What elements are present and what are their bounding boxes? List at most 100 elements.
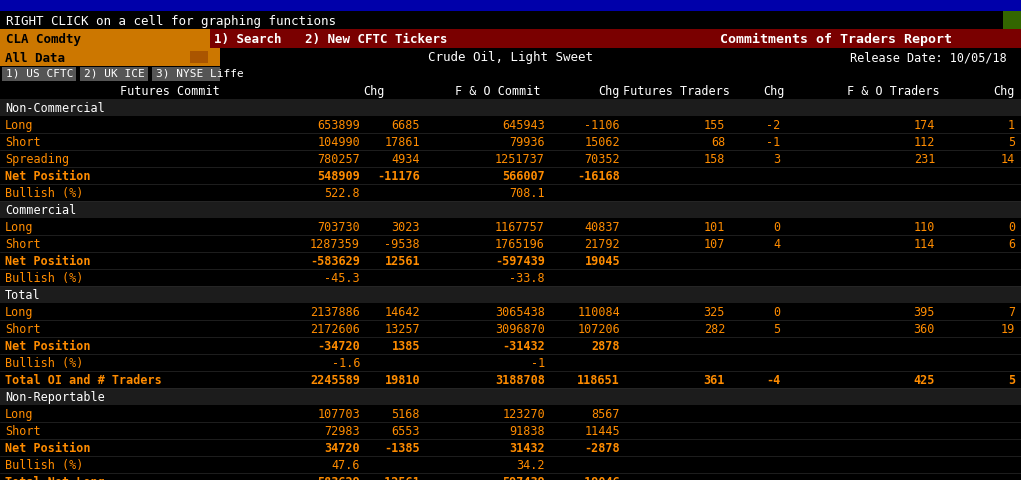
Text: 231: 231	[914, 153, 935, 166]
Bar	[0, 269, 1021, 287]
Text: Chg: Chg	[363, 85, 385, 98]
Text: All Data: All Data	[5, 51, 65, 64]
Text: Non-Reportable: Non-Reportable	[5, 390, 105, 403]
Text: 1287359: 1287359	[310, 238, 360, 251]
Text: -45.3: -45.3	[325, 271, 360, 285]
Text: 780257: 780257	[318, 153, 360, 166]
Text: -11176: -11176	[377, 169, 420, 182]
Text: 5: 5	[1008, 136, 1015, 149]
Text: 158: 158	[703, 153, 725, 166]
Bar	[0, 185, 1021, 202]
Text: 5168: 5168	[391, 407, 420, 420]
Text: Long: Long	[5, 407, 34, 420]
Text: 0: 0	[1008, 220, 1015, 233]
Bar	[152, 68, 220, 82]
Text: 3) NYSE Liffe: 3) NYSE Liffe	[156, 69, 244, 79]
Text: 114: 114	[914, 238, 935, 251]
Bar	[0, 0, 1021, 12]
Text: -9538: -9538	[384, 238, 420, 251]
Bar	[0, 439, 1021, 456]
Text: 107703: 107703	[318, 407, 360, 420]
Text: 1) US CFTC: 1) US CFTC	[6, 69, 74, 79]
Text: 6553: 6553	[391, 424, 420, 437]
Bar	[0, 320, 1021, 337]
Text: 21792: 21792	[584, 238, 620, 251]
Text: 1251737: 1251737	[495, 153, 545, 166]
Text: 4934: 4934	[391, 153, 420, 166]
Text: 3: 3	[773, 153, 780, 166]
Text: Release Date: 10/05/18: Release Date: 10/05/18	[850, 51, 1007, 64]
Text: 34720: 34720	[325, 441, 360, 454]
Bar	[0, 117, 1021, 134]
Text: RIGHT CLICK on a cell for graphing functions: RIGHT CLICK on a cell for graphing funct…	[6, 14, 336, 27]
Text: 653899: 653899	[318, 119, 360, 132]
Text: 583629: 583629	[318, 475, 360, 480]
Bar	[0, 252, 1021, 269]
Bar	[190, 52, 208, 64]
Text: 17861: 17861	[384, 136, 420, 149]
Text: Chg: Chg	[764, 85, 785, 98]
Text: -12561: -12561	[377, 475, 420, 480]
Text: Net Position: Net Position	[5, 441, 91, 454]
Text: 11445: 11445	[584, 424, 620, 437]
Text: 13257: 13257	[384, 323, 420, 336]
Text: Total Net Long: Total Net Long	[5, 475, 105, 480]
Bar	[0, 354, 1021, 371]
Text: 91838: 91838	[509, 424, 545, 437]
Text: Bullish (%): Bullish (%)	[5, 271, 84, 285]
Bar	[0, 67, 1021, 83]
Bar	[0, 303, 1021, 320]
Text: Long: Long	[5, 119, 34, 132]
Text: 104990: 104990	[318, 136, 360, 149]
Text: -597439: -597439	[495, 254, 545, 267]
Text: -1385: -1385	[384, 441, 420, 454]
Bar	[0, 456, 1021, 473]
Text: Net Position: Net Position	[5, 339, 91, 352]
Text: 101: 101	[703, 220, 725, 233]
Text: 0: 0	[773, 220, 780, 233]
Text: 14: 14	[1001, 153, 1015, 166]
Text: 47.6: 47.6	[332, 458, 360, 471]
Text: 2137886: 2137886	[310, 305, 360, 318]
Text: 19810: 19810	[384, 373, 420, 386]
Text: 703730: 703730	[318, 220, 360, 233]
Text: Crude Oil, Light Sweet: Crude Oil, Light Sweet	[428, 51, 592, 64]
Text: 6685: 6685	[391, 119, 420, 132]
Bar	[0, 202, 1021, 218]
Text: Total: Total	[5, 288, 41, 301]
Text: 112: 112	[914, 136, 935, 149]
Text: -1: -1	[531, 356, 545, 369]
Text: 597439: 597439	[502, 475, 545, 480]
Text: 5: 5	[1008, 373, 1015, 386]
Text: 2878: 2878	[591, 339, 620, 352]
Text: 708.1: 708.1	[509, 187, 545, 200]
Text: -34720: -34720	[318, 339, 360, 352]
Text: 1385: 1385	[391, 339, 420, 352]
Text: -31432: -31432	[502, 339, 545, 352]
Text: Bullish (%): Bullish (%)	[5, 356, 84, 369]
Text: 325: 325	[703, 305, 725, 318]
Text: 107206: 107206	[577, 323, 620, 336]
Text: -4: -4	[766, 373, 780, 386]
Bar	[0, 30, 210, 49]
Text: 645943: 645943	[502, 119, 545, 132]
Text: Bullish (%): Bullish (%)	[5, 458, 84, 471]
Text: 79936: 79936	[509, 136, 545, 149]
Bar	[0, 405, 1021, 422]
Text: Short: Short	[5, 424, 41, 437]
Text: 2172606: 2172606	[310, 323, 360, 336]
Text: 8567: 8567	[591, 407, 620, 420]
Text: -16168: -16168	[577, 169, 620, 182]
Bar	[210, 30, 1021, 49]
Text: 1765196: 1765196	[495, 238, 545, 251]
Text: -1.6: -1.6	[332, 356, 360, 369]
Text: 425: 425	[914, 373, 935, 386]
Text: -19046: -19046	[577, 475, 620, 480]
Bar	[80, 68, 148, 82]
Text: 3188708: 3188708	[495, 373, 545, 386]
Text: Long: Long	[5, 305, 34, 318]
Text: -583629: -583629	[310, 254, 360, 267]
Text: 566007: 566007	[502, 169, 545, 182]
Text: 174: 174	[914, 119, 935, 132]
Bar	[0, 218, 1021, 236]
